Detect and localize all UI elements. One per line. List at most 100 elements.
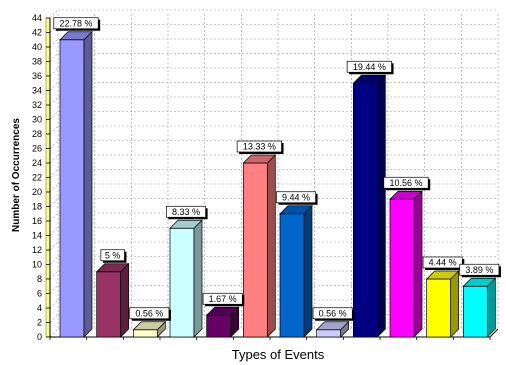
y-tick-label: 4 xyxy=(37,303,42,313)
data-label-text: 5 % xyxy=(105,250,121,260)
gridline-floor-diagonal xyxy=(49,111,59,120)
bar-side xyxy=(450,270,460,338)
bar xyxy=(169,219,203,338)
data-label-text: 19.44 % xyxy=(353,62,386,72)
data-label-text: 0.56 % xyxy=(135,308,163,318)
y-tick-label: 8 xyxy=(37,274,42,284)
bar xyxy=(59,30,93,338)
gridline-floor-diagonal xyxy=(49,125,59,135)
data-label-box xyxy=(202,292,243,305)
bar-side xyxy=(266,154,276,338)
data-label: 3.89 % xyxy=(459,263,501,278)
bar-top xyxy=(205,306,240,316)
bar-side xyxy=(376,74,386,338)
y-tick-label: 38 xyxy=(32,57,42,67)
gridline-floor-diagonal xyxy=(49,183,59,193)
data-label-text: 9.44 % xyxy=(282,192,310,202)
gridlines xyxy=(49,9,499,338)
bar-top xyxy=(242,154,277,164)
gridline-floor-diagonal xyxy=(49,38,59,48)
data-label-box xyxy=(346,60,392,73)
gridline-floor-diagonal xyxy=(49,285,59,294)
data-label-box xyxy=(383,176,429,189)
data-label-box xyxy=(459,263,500,276)
bar-top xyxy=(462,277,497,287)
gridline-floor-diagonal xyxy=(49,9,59,19)
data-label: 10.56 % xyxy=(383,176,431,191)
data-label-box xyxy=(100,249,125,262)
y-tick-label: 36 xyxy=(32,71,42,81)
data-label: 1.67 % xyxy=(202,292,245,307)
data-label-box xyxy=(276,191,316,204)
bar-top xyxy=(95,263,130,273)
y-tick-label: 34 xyxy=(32,86,42,96)
y-tick-label: 0 xyxy=(37,332,42,342)
data-labels: 22.78 % 5 % 0.56 % 8.33 % 1.67 % 13.33 % 9.44 … xyxy=(53,17,501,321)
data-label: 8.33 % xyxy=(166,205,208,220)
gridline-floor-diagonal xyxy=(49,270,59,280)
y-tick-label: 6 xyxy=(37,289,42,299)
x-axis-depth-line xyxy=(489,328,499,338)
bar-top xyxy=(389,190,423,200)
y-tick-label: 40 xyxy=(32,42,42,52)
y-tick-label: 42 xyxy=(32,28,42,38)
bar xyxy=(315,320,350,338)
bar-top xyxy=(352,74,387,84)
y-tick-label: 20 xyxy=(32,187,42,197)
data-label-box xyxy=(53,17,99,30)
data-label-text: 8.33 % xyxy=(172,207,200,217)
bar-side xyxy=(120,262,130,338)
data-label-box xyxy=(422,256,463,269)
y-tick-label: 12 xyxy=(32,245,42,255)
bar-front xyxy=(132,329,158,338)
bar-side xyxy=(83,30,93,338)
gridline-floor-diagonal xyxy=(49,82,59,91)
bar-top xyxy=(425,270,460,280)
gridline-floor-diagonal xyxy=(49,328,59,338)
data-label: 9.44 % xyxy=(276,191,318,205)
data-label-text: 1.67 % xyxy=(209,294,237,304)
bar-top xyxy=(132,321,167,331)
gridline-floor-diagonal xyxy=(49,198,59,207)
gridline-floor-diagonal xyxy=(49,154,59,164)
bar-side xyxy=(303,204,313,338)
bar-top xyxy=(279,205,313,215)
data-label-text: 10.56 % xyxy=(389,178,422,188)
bar-side xyxy=(193,219,203,338)
y-tick-label: 16 xyxy=(32,216,42,226)
bar-top xyxy=(169,219,203,229)
bars xyxy=(59,30,497,338)
gridline-floor-diagonal xyxy=(49,96,59,106)
y-tick-label: 22 xyxy=(32,173,42,183)
bar-front xyxy=(389,198,415,338)
data-label: 22.78 % xyxy=(53,17,101,31)
bar xyxy=(279,204,313,338)
data-label-text: 4.44 % xyxy=(429,258,457,268)
gridline-floor-diagonal xyxy=(49,53,59,62)
bar-front xyxy=(316,329,342,338)
y-tick-label: 26 xyxy=(32,144,42,154)
gridline-floor-diagonal xyxy=(49,140,59,149)
y-tick-label: 24 xyxy=(32,158,42,168)
y-tick-label: 44 xyxy=(32,13,42,23)
data-label-text: 22.78 % xyxy=(59,18,92,28)
y-tick-label: 10 xyxy=(32,260,42,270)
bar xyxy=(132,320,167,338)
data-label-box xyxy=(236,140,282,153)
bar-front xyxy=(426,278,452,338)
axes xyxy=(45,17,499,340)
data-label: 0.56 % xyxy=(129,307,171,321)
bar-front xyxy=(59,39,85,338)
y-tick-label: 18 xyxy=(32,202,42,212)
data-label-text: 13.33 % xyxy=(243,142,276,152)
y-tick-label: 2 xyxy=(37,318,42,328)
bar-front xyxy=(206,314,232,338)
gridline-floor-diagonal xyxy=(49,256,59,265)
bar xyxy=(95,262,130,338)
bar-side xyxy=(413,190,423,338)
gridline-floor-diagonal xyxy=(49,227,59,236)
bar-front xyxy=(352,82,378,338)
bar xyxy=(205,306,240,338)
bar-top xyxy=(59,31,93,41)
